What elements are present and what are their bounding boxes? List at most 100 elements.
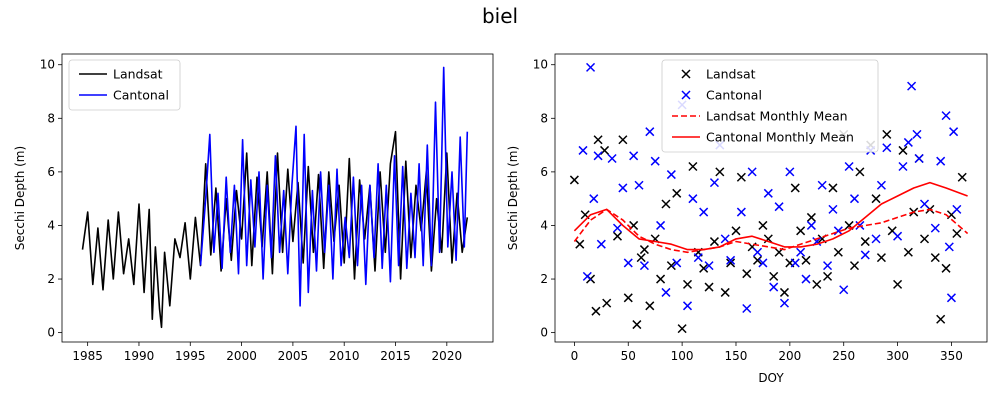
scatter-point [919,234,930,244]
scatter-point [636,253,646,263]
y-tick-label: 6 [540,165,548,179]
scatter-point [709,178,719,188]
scatter-point [699,263,709,273]
scatter-point [593,151,603,161]
scatter-point [801,274,811,284]
scatter-point [774,202,784,212]
x-tick-label: 1990 [124,349,155,363]
x-tick-label: 150 [725,349,748,363]
plot-area [81,66,469,329]
scatter-point [946,293,956,303]
scatter-point [726,255,736,265]
scatter-point [779,287,789,297]
scatter-point [709,237,719,247]
y-tick-label: 10 [533,58,548,72]
scatter-point [693,253,703,263]
x-tick-label: 1985 [72,349,103,363]
scatter-point [645,301,655,311]
y-tick-label: 6 [47,165,55,179]
x-tick-label: 1995 [175,349,206,363]
scatter-point [882,129,892,139]
scatter-point [871,234,881,244]
scatter-point [661,287,671,297]
scatter-point [753,255,763,265]
scatter-point [855,220,865,230]
scatter-point [715,167,725,177]
y-tick-label: 8 [47,111,55,125]
scatter-point [844,161,854,172]
scatter-point [742,303,752,314]
scatter-point [769,282,779,292]
axes-frame [61,53,494,343]
x-tick-label: 0 [571,349,579,363]
x-tick-label: 2015 [380,349,411,363]
legend-box [68,59,181,111]
scatter-point [828,204,838,214]
scatter-point [936,156,946,166]
scatter-point [763,188,773,198]
scatter-point [575,239,585,249]
scatter-point [758,220,768,230]
scatter-point [903,137,913,147]
scatter-point [898,161,908,172]
x-tick-label: 2000 [226,349,257,363]
scatter-point [817,180,827,190]
scatter-point [736,207,746,217]
scatter-point [823,271,833,281]
scatter-point [785,167,795,177]
scatter-point [623,258,633,268]
scatter-point [726,258,736,268]
scatter-point [747,167,757,177]
scatter-point [753,247,763,257]
scatter-point [828,183,838,193]
scatter-point [688,161,698,172]
legend-label: Cantonal [113,88,169,103]
scatter-point [941,111,951,121]
scatter-point [779,298,789,308]
scatter-point [672,258,682,268]
scatter-point [618,135,628,145]
scatter-point [639,261,649,271]
scatter-point [634,180,644,190]
legend-label: Landsat [113,67,163,82]
scatter-point [952,228,962,239]
scatter-point [893,231,903,241]
legend-label: Landsat [706,67,756,82]
scatter-point [639,245,649,255]
scatter-point [623,293,633,303]
series-landsat-monthly-mean-line [573,208,969,254]
scatter-point [903,247,913,257]
scatter-point [682,301,693,311]
y-tick-label: 4 [47,218,55,232]
legend: Landsat Cantonal [68,59,181,111]
x-tick-label: 100 [671,349,694,363]
scatter-point [704,282,714,292]
scatter-point [882,143,892,153]
scatter-point [600,145,610,155]
scatter-point [936,314,946,324]
series-cantonal-monthly-mean-line [573,181,968,251]
scatter-point [806,212,816,222]
scatter-point [944,242,954,252]
scatter-point [736,172,746,182]
x-tick-label: 200 [778,349,801,363]
y-tick-label: 8 [540,111,548,125]
scatter-point [833,226,843,236]
scatter-point [758,258,768,268]
scatter-point [941,263,951,273]
scatter-point [672,188,682,198]
scatter-point [769,271,779,281]
x-tick-label: 350 [940,349,963,363]
x-tick-label: 2010 [329,349,360,363]
scatter-point [666,170,676,180]
scatter-point [796,247,806,257]
scatter-point [849,194,860,204]
scatter-point [898,145,908,155]
scatter-point [688,194,698,204]
scatter-point [763,234,773,244]
x-tick-label: 2020 [432,349,463,363]
scatter-point [893,279,903,289]
scatter-point [823,261,833,271]
scatter-point [796,226,806,236]
